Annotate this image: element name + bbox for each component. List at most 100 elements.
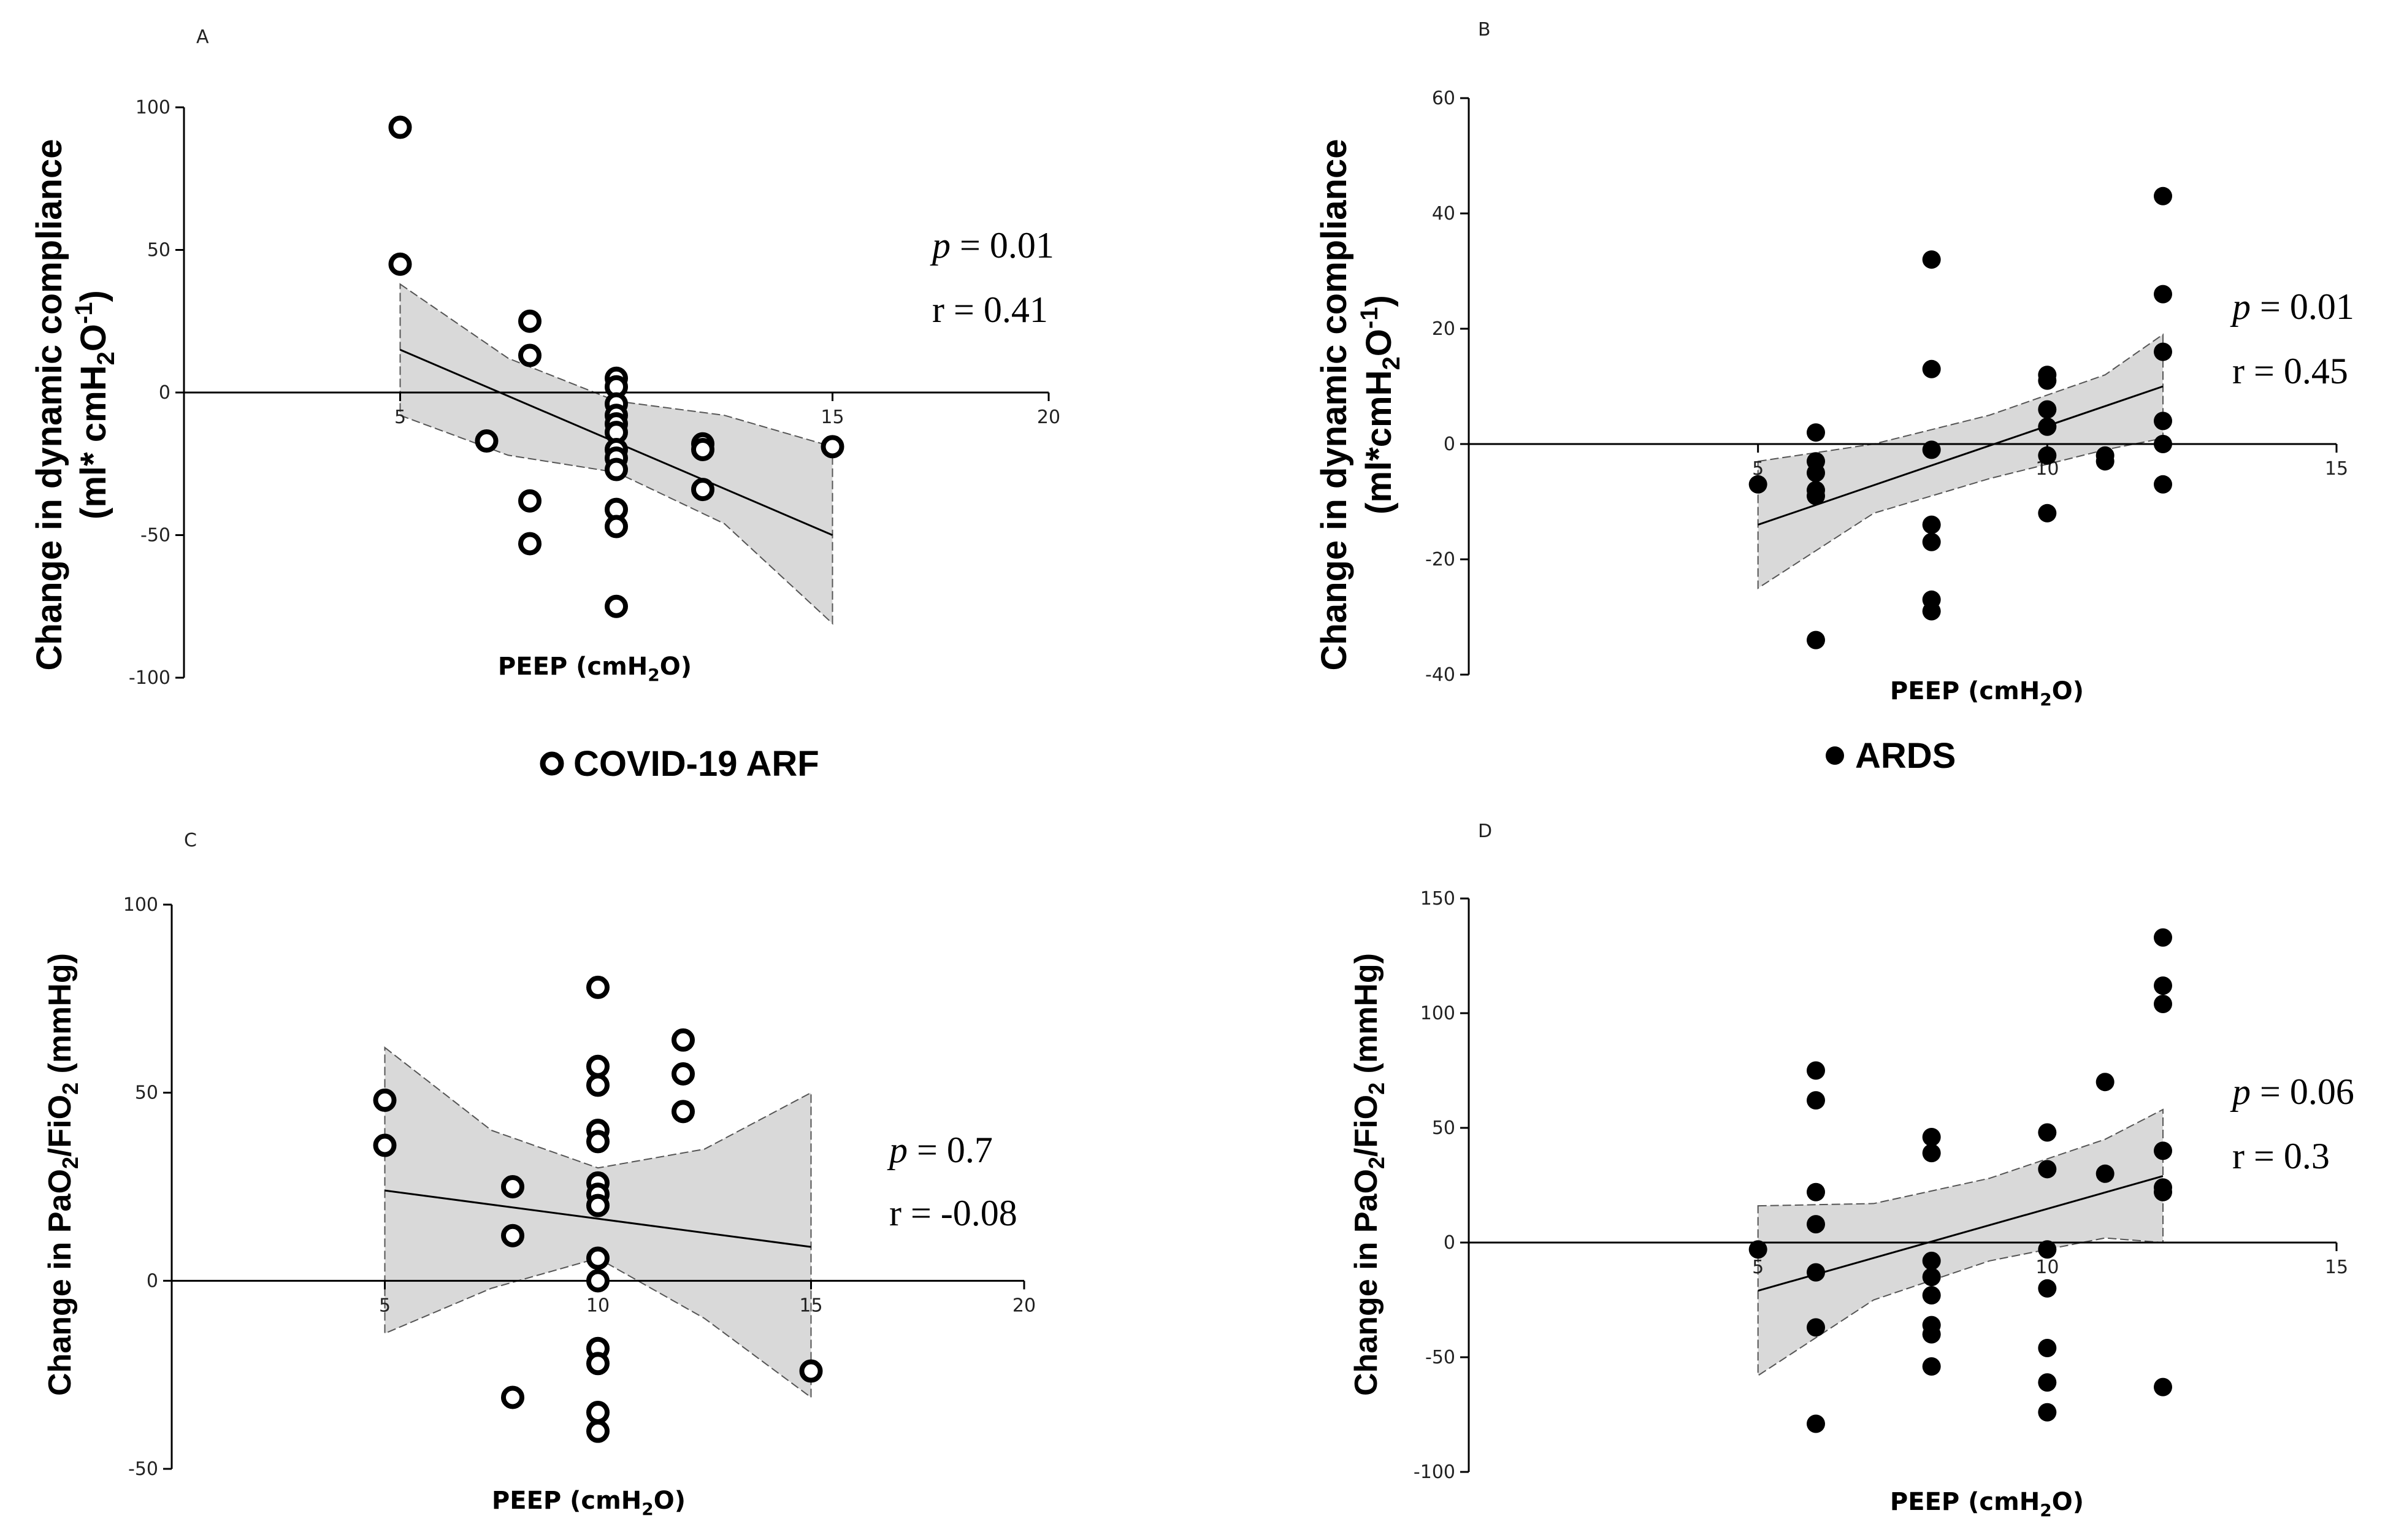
y-tick-label-a--100: -100 (129, 667, 170, 689)
x-tick-label-c-10: 10 (586, 1295, 610, 1316)
data-point-a-17 (605, 515, 628, 538)
regression-line-d (1758, 1175, 2164, 1292)
data-point-d-27 (2154, 995, 2172, 1014)
data-point-b-19 (2038, 504, 2057, 523)
y-tick-label-c-0: 0 (147, 1270, 158, 1292)
data-point-b-25 (2154, 412, 2172, 431)
data-point-a-20 (691, 438, 714, 461)
data-point-d-8 (1922, 1127, 1941, 1146)
y-axis-title-line1-a: Change in dynamic compliance (29, 139, 69, 671)
data-point-a-15 (605, 458, 628, 481)
panel-d: D Change in PaO2/FiO2 (mmHg) -100 -50 0 50 1… (1349, 821, 2354, 1520)
panel-letter-b: B (1478, 19, 1491, 40)
data-point-d-5 (1807, 1263, 1825, 1282)
data-point-d-6 (1807, 1318, 1825, 1337)
data-point-a-5 (518, 489, 542, 513)
data-point-c-19 (672, 1028, 695, 1052)
x-tick-label-a-20: 20 (1037, 407, 1060, 428)
data-point-a-2 (475, 429, 499, 453)
data-point-a-0 (388, 115, 412, 139)
x-axis-title-c: PEEP (cmH2O) (492, 1487, 686, 1519)
panel-letter-d: D (1478, 821, 1492, 842)
x-tick-label-a-15: 15 (821, 407, 844, 428)
y-tick-label-a-100: 100 (136, 97, 170, 118)
data-point-c-2 (501, 1175, 524, 1198)
p-value-d: p = 0.06 (2230, 1071, 2354, 1112)
data-point-d-22 (2038, 1403, 2057, 1422)
data-point-b-23 (2154, 285, 2172, 304)
data-point-c-7 (586, 1073, 610, 1097)
data-point-c-17 (586, 1401, 610, 1424)
data-point-c-9 (586, 1130, 610, 1154)
data-point-d-30 (2154, 1182, 2172, 1201)
panel-c: C Change in PaO2/FiO2 (mmHg) -50 0 50 100 5 1… (42, 830, 1036, 1519)
y-tick-label-a-50: 50 (147, 240, 170, 261)
data-point-c-5 (586, 975, 610, 999)
data-point-d-2 (1807, 1091, 1825, 1110)
data-point-d-31 (2154, 1377, 2172, 1396)
y-tick-label-a-0: 0 (159, 382, 170, 404)
x-tick-label-b-15: 15 (2325, 458, 2348, 480)
data-point-a-18 (605, 594, 628, 618)
legend-marker-filled-circle (1826, 746, 1844, 765)
y-tick-label-a--50: -50 (140, 525, 170, 546)
confidence-band-c (384, 1046, 812, 1399)
data-point-b-18 (2038, 446, 2057, 465)
data-point-d-20 (2038, 1339, 2057, 1358)
data-point-b-6 (1807, 630, 1825, 649)
data-point-c-3 (501, 1224, 524, 1247)
data-point-b-8 (1922, 359, 1941, 378)
legend-ards: ARDS (1826, 736, 1956, 776)
data-point-b-1 (1807, 423, 1825, 442)
data-point-d-14 (1922, 1325, 1941, 1344)
data-point-d-10 (1922, 1251, 1941, 1270)
data-point-c-12 (586, 1193, 610, 1217)
r-value-a: r = 0.41 (932, 289, 1048, 330)
data-point-d-17 (2038, 1160, 2057, 1179)
y-axis-title-line1-b: Change in dynamic compliance (1314, 139, 1354, 671)
data-point-b-22 (2154, 186, 2172, 205)
data-point-d-23 (2096, 1073, 2115, 1092)
r-value-b: r = 0.45 (2232, 351, 2348, 391)
data-point-b-17 (2038, 417, 2057, 436)
data-point-d-4 (1807, 1215, 1825, 1234)
y-tick-label-b--40: -40 (1425, 664, 1455, 686)
y-tick-label-c-100: 100 (123, 894, 158, 916)
x-tick-label-a-5: 5 (394, 407, 406, 428)
x-tick-label-c-20: 20 (1012, 1295, 1036, 1316)
data-point-c-13 (586, 1246, 610, 1270)
y-tick-label-b-0: 0 (1444, 434, 1455, 455)
y-axis-title-c: Change in PaO2/FiO2 (mmHg) (42, 953, 83, 1396)
data-point-d-11 (1922, 1268, 1941, 1287)
data-point-b-7 (1922, 250, 1941, 269)
x-tick-label-d-5: 5 (1752, 1257, 1764, 1278)
panel-letter-a: A (196, 26, 209, 48)
data-point-d-0 (1748, 1240, 1767, 1259)
p-value-a: p = 0.01 (930, 225, 1054, 266)
data-point-d-25 (2154, 928, 2172, 947)
data-point-b-10 (1922, 515, 1941, 534)
data-point-b-15 (2038, 371, 2057, 390)
panel-letter-c: C (184, 830, 197, 851)
data-point-a-21 (691, 478, 714, 502)
p-value-b: p = 0.01 (2230, 286, 2354, 327)
data-point-c-1 (373, 1133, 397, 1157)
data-point-d-16 (2038, 1123, 2057, 1142)
y-tick-label-d--50: -50 (1425, 1347, 1455, 1368)
data-point-c-20 (672, 1062, 695, 1086)
legend-covid: COVID-19 ARF (540, 744, 819, 784)
data-point-d-21 (2038, 1373, 2057, 1392)
regression-line-b (1758, 385, 2164, 526)
data-point-b-26 (2154, 435, 2172, 453)
data-point-a-22 (821, 435, 844, 459)
x-tick-label-b-5: 5 (1752, 458, 1764, 480)
x-tick-label-d-10: 10 (2035, 1257, 2059, 1278)
data-point-c-4 (501, 1385, 524, 1409)
x-tick-label-d-15: 15 (2325, 1257, 2348, 1278)
data-point-b-0 (1748, 475, 1767, 494)
data-point-c-18 (586, 1419, 610, 1443)
data-point-c-21 (672, 1100, 695, 1124)
